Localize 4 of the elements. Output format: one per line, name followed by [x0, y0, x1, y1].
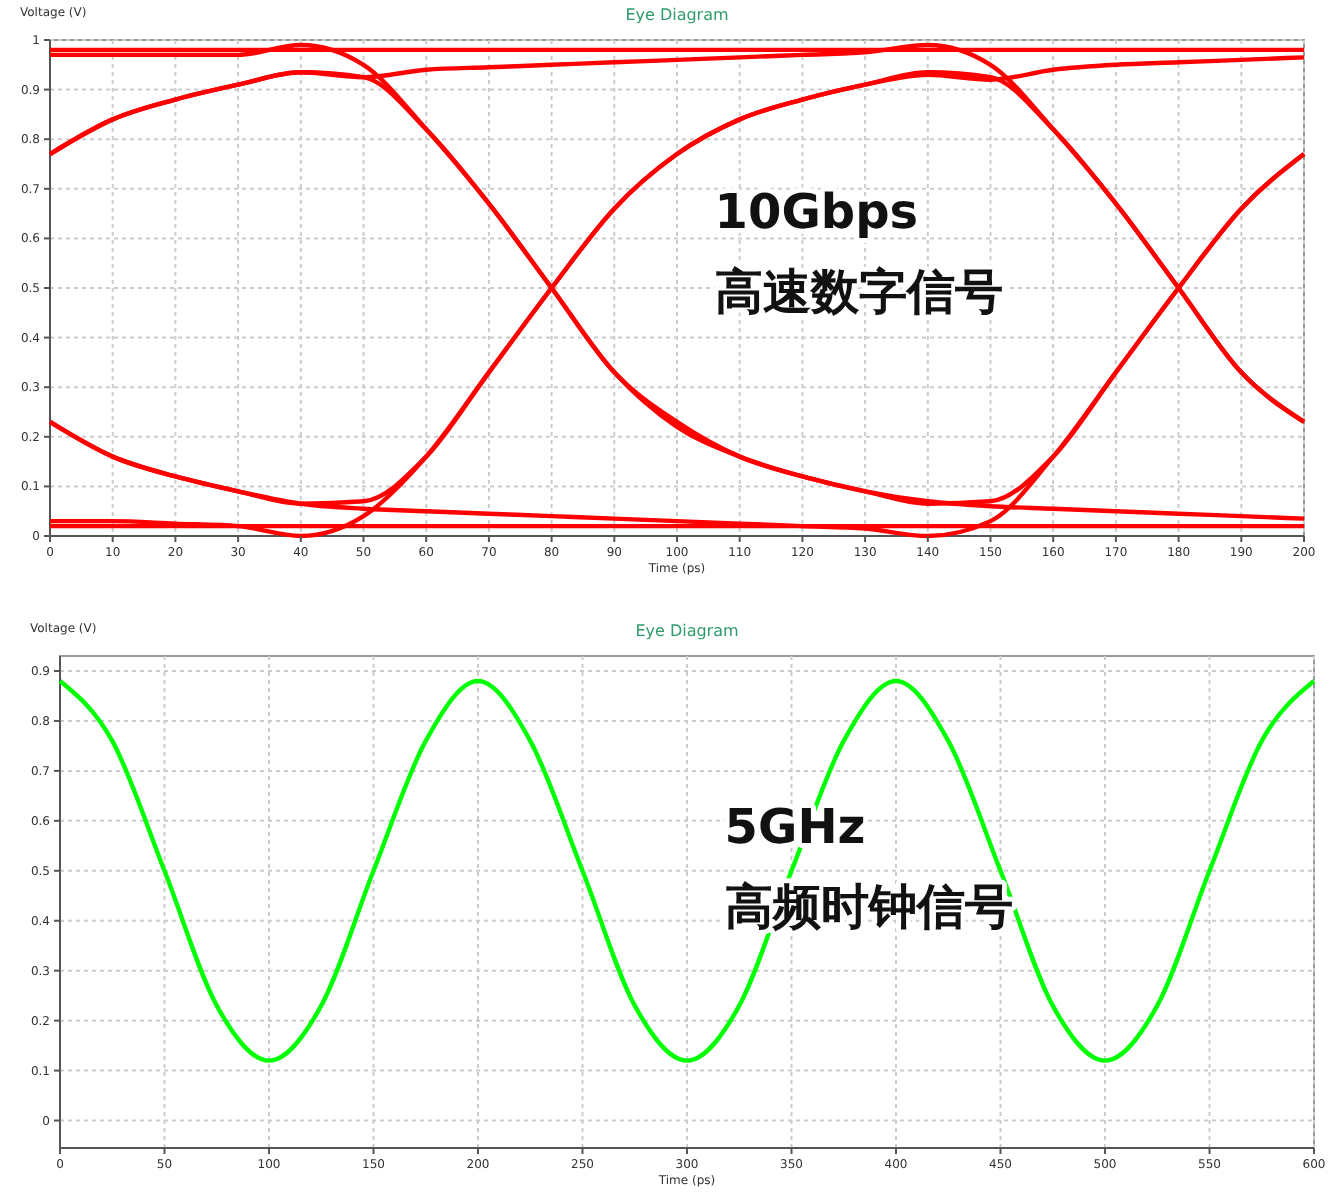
annotation: 高速数字信号 [714, 264, 1003, 321]
chart-title: Eye Diagram [635, 622, 740, 640]
chart-title: Eye Diagram [625, 6, 730, 24]
annotation: 10Gbps [714, 184, 919, 241]
